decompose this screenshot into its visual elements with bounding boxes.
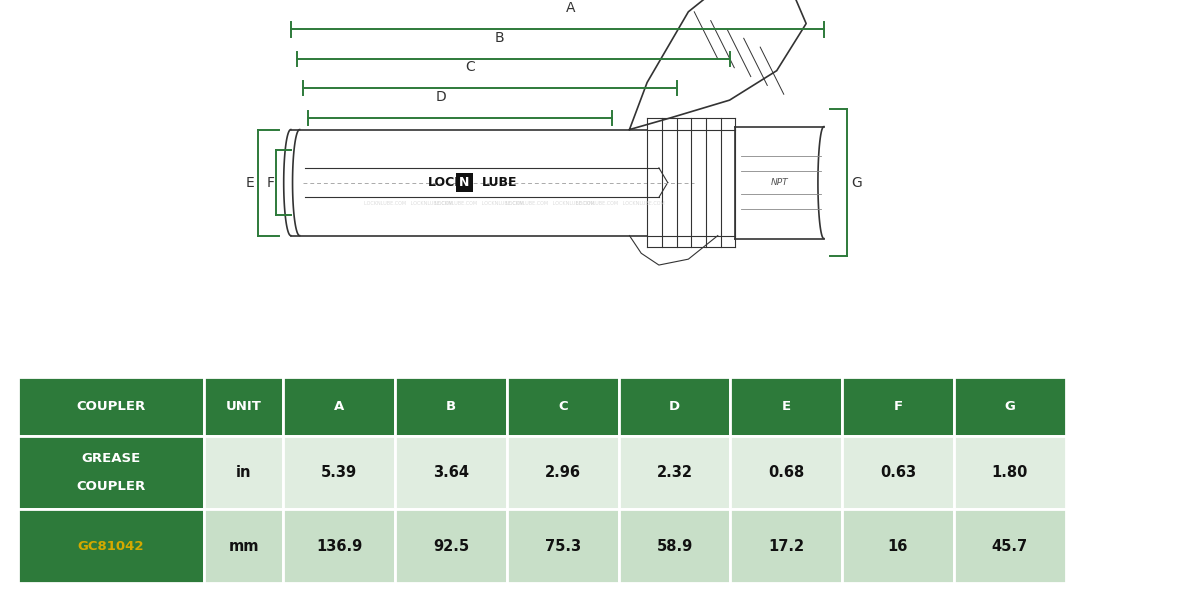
Bar — [731, 377, 842, 436]
Text: 5.39: 5.39 — [322, 465, 358, 480]
Text: E: E — [781, 400, 791, 413]
Bar — [954, 509, 1066, 583]
Text: LOCKNLUBE.COM   LOCKNLUBE.COM: LOCKNLUBE.COM LOCKNLUBE.COM — [576, 201, 665, 206]
Bar — [954, 377, 1066, 436]
Bar — [842, 436, 954, 509]
Text: B: B — [496, 31, 505, 45]
Text: mm: mm — [228, 538, 259, 554]
Bar — [395, 509, 506, 583]
Text: A: A — [566, 1, 575, 15]
Bar — [283, 436, 395, 509]
Text: 2.32: 2.32 — [656, 465, 692, 480]
Text: LUBE: LUBE — [482, 176, 517, 189]
Bar — [395, 436, 506, 509]
Text: E: E — [245, 176, 254, 190]
Bar — [506, 509, 619, 583]
Text: 136.9: 136.9 — [316, 538, 362, 554]
Bar — [506, 436, 619, 509]
Text: D: D — [436, 90, 446, 104]
Bar — [204, 436, 283, 509]
Bar — [619, 377, 731, 436]
Bar — [283, 377, 395, 436]
Text: C: C — [466, 60, 475, 74]
Text: 16: 16 — [888, 538, 908, 554]
Text: N: N — [460, 176, 469, 189]
Text: UNIT: UNIT — [226, 400, 262, 413]
Text: A: A — [334, 400, 344, 413]
Text: F: F — [266, 176, 274, 190]
Bar — [842, 509, 954, 583]
Text: G: G — [851, 176, 862, 190]
Text: 17.2: 17.2 — [768, 538, 804, 554]
Bar — [18, 436, 204, 509]
Text: COUPLER: COUPLER — [77, 400, 145, 413]
Text: LOCKNLUBE.COM   LOCKNLUBE.COM: LOCKNLUBE.COM LOCKNLUBE.COM — [505, 201, 594, 206]
Text: COUPLER: COUPLER — [77, 481, 145, 494]
Bar — [395, 377, 506, 436]
Text: GREASE: GREASE — [82, 452, 140, 465]
Text: LOCK: LOCK — [427, 176, 464, 189]
Text: 0.68: 0.68 — [768, 465, 804, 480]
Bar — [506, 377, 619, 436]
Text: GC81042: GC81042 — [78, 540, 144, 552]
Bar — [204, 509, 283, 583]
Text: LOCKNLUBE.COM   LOCKNLUBE.COM: LOCKNLUBE.COM LOCKNLUBE.COM — [365, 201, 454, 206]
Bar — [18, 377, 204, 436]
Text: 0.63: 0.63 — [880, 465, 916, 480]
Text: B: B — [446, 400, 456, 413]
Text: 1.80: 1.80 — [991, 465, 1028, 480]
Text: LOCKNLUBE.COM   LOCKNLUBE.COM: LOCKNLUBE.COM LOCKNLUBE.COM — [436, 201, 524, 206]
Text: 75.3: 75.3 — [545, 538, 581, 554]
Text: in: in — [236, 465, 252, 480]
Text: G: G — [1004, 400, 1015, 413]
Text: 92.5: 92.5 — [433, 538, 469, 554]
Text: F: F — [894, 400, 902, 413]
Bar — [731, 509, 842, 583]
Text: 58.9: 58.9 — [656, 538, 692, 554]
Bar — [283, 509, 395, 583]
Bar — [842, 377, 954, 436]
Bar — [18, 509, 204, 583]
Text: NPT: NPT — [770, 178, 788, 187]
Text: C: C — [558, 400, 568, 413]
Bar — [204, 377, 283, 436]
Text: 3.64: 3.64 — [433, 465, 469, 480]
Text: 45.7: 45.7 — [991, 538, 1027, 554]
Bar — [731, 436, 842, 509]
Text: 2.96: 2.96 — [545, 465, 581, 480]
Bar — [619, 509, 731, 583]
Bar — [619, 436, 731, 509]
Text: D: D — [668, 400, 680, 413]
Bar — [954, 436, 1066, 509]
